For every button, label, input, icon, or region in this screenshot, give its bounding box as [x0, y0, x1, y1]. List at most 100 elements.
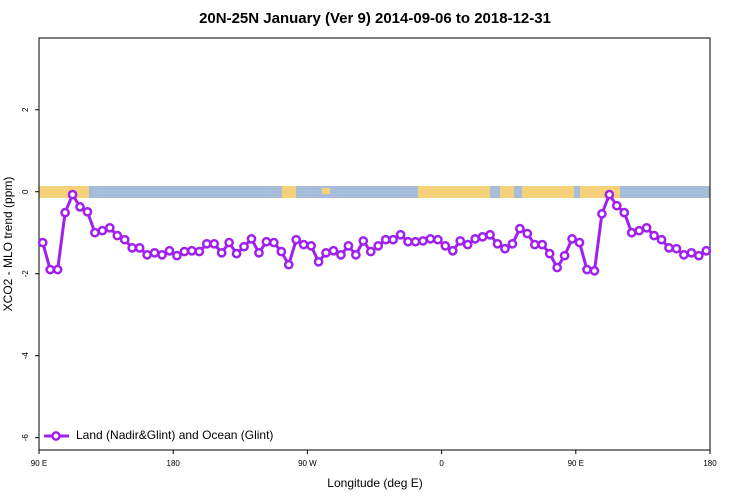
data-point: [522, 228, 533, 239]
data-point: [582, 264, 592, 275]
data-point: [358, 236, 369, 246]
data-point: [418, 236, 428, 246]
x-axis-label: Longitude (deg E): [327, 476, 422, 490]
data-point: [433, 234, 443, 245]
data-point: [186, 245, 197, 256]
y-axis-label: XCO2 - MLO trend (ppm): [1, 177, 15, 312]
y-tick-label: -4: [21, 352, 30, 360]
data-point: [470, 234, 480, 244]
data-point: [649, 230, 659, 241]
data-point: [529, 239, 540, 250]
data-point: [462, 239, 473, 250]
data-point: [313, 256, 324, 267]
data-point: [537, 239, 548, 250]
data-point: [425, 234, 436, 244]
data-point: [567, 234, 577, 244]
data-point: [619, 207, 630, 218]
data-point: [574, 237, 585, 248]
data-point: [395, 229, 406, 240]
chart-title: 20N-25N January (Ver 9) 2014-09-06 to 20…: [199, 10, 551, 27]
data-point: [60, 207, 70, 218]
data-point: [559, 250, 570, 261]
data-point: [201, 238, 212, 249]
data-point: [641, 222, 652, 233]
data-point: [231, 248, 242, 259]
data-point: [671, 243, 682, 254]
data-point: [269, 237, 279, 248]
data-point: [380, 234, 391, 245]
data-point: [388, 234, 398, 245]
data-point: [701, 245, 712, 256]
x-tick-label: 90 E: [31, 459, 47, 468]
data-point: [485, 229, 495, 240]
data-point: [410, 236, 421, 247]
legend-label: Land (Nadir&Glint) and Ocean (Glint): [76, 428, 273, 442]
data-point: [216, 247, 227, 258]
legend-marker: [51, 431, 61, 441]
data-point: [134, 243, 145, 253]
data-point: [403, 236, 413, 247]
data-point: [157, 250, 167, 260]
data-point: [149, 247, 160, 258]
data-point: [239, 241, 249, 252]
y-tick-label: 0: [21, 189, 30, 194]
data-point: [172, 250, 182, 261]
data-point: [209, 238, 220, 249]
data-point: [440, 240, 451, 251]
data-point: [254, 247, 264, 258]
data-point: [164, 245, 175, 256]
data-point: [246, 234, 257, 244]
data-point: [224, 237, 234, 248]
data-point: [291, 234, 302, 245]
data-point: [90, 227, 100, 238]
x-tick-label: 0: [439, 459, 444, 468]
data-point: [604, 189, 615, 200]
x-tick-label: 90 E: [568, 459, 584, 468]
data-point: [119, 234, 130, 245]
data-point: [321, 247, 331, 258]
data-point: [544, 248, 555, 259]
data-point: [336, 250, 346, 260]
y-tick-label: -2: [21, 270, 30, 278]
data-point: [104, 222, 115, 233]
data-point: [447, 245, 458, 256]
data-point: [67, 189, 78, 200]
data-point: [477, 231, 488, 242]
x-tick-label: 90 W: [298, 459, 317, 468]
data-point: [112, 230, 123, 241]
data-point: [276, 246, 287, 257]
data-point: [552, 262, 563, 273]
data-point: [455, 236, 466, 246]
data-point: [679, 250, 689, 260]
data-point: [589, 266, 600, 276]
map-strip: [39, 186, 710, 198]
data-point: [500, 243, 510, 254]
x-tick-label: 180: [167, 459, 181, 468]
data-point: [179, 246, 190, 257]
data-point: [82, 206, 93, 217]
data-point: [611, 200, 622, 211]
data-point: [507, 238, 518, 249]
data-point: [37, 237, 48, 248]
y-tick-label: -6: [21, 434, 30, 442]
data-point: [597, 209, 607, 219]
data-point: [664, 243, 674, 253]
data-point: [194, 246, 205, 257]
data-point: [298, 239, 309, 250]
data-point: [306, 240, 316, 251]
data-point: [142, 250, 152, 260]
data-point: [328, 245, 339, 256]
data-point: [127, 243, 138, 253]
data-point: [52, 264, 63, 275]
data-point: [634, 225, 645, 236]
data-point: [365, 246, 376, 257]
data-point: [626, 227, 637, 238]
y-tick-label: 2: [21, 107, 30, 112]
data-point: [693, 250, 704, 261]
data-point: [351, 250, 361, 260]
series-line: [41, 191, 708, 273]
data-point: [492, 238, 503, 249]
data-point: [686, 247, 697, 258]
data-point: [261, 236, 272, 247]
